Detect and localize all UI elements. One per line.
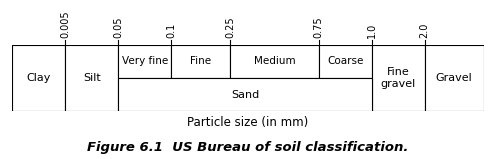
- Text: 0.75: 0.75: [313, 17, 324, 38]
- Text: Fine: Fine: [190, 56, 211, 66]
- Text: Silt: Silt: [83, 73, 101, 83]
- Bar: [372, 45, 425, 111]
- Bar: [65, 45, 119, 111]
- Bar: [425, 45, 484, 111]
- Bar: [172, 45, 230, 78]
- Bar: [318, 45, 372, 78]
- Text: 0.25: 0.25: [225, 17, 235, 38]
- Text: Medium: Medium: [253, 56, 295, 66]
- Bar: [230, 45, 318, 78]
- Bar: [119, 45, 172, 78]
- Bar: [119, 78, 372, 111]
- Text: 1.0: 1.0: [367, 23, 376, 38]
- Text: 0.005: 0.005: [61, 11, 70, 38]
- Text: 0.05: 0.05: [114, 17, 124, 38]
- Text: Sand: Sand: [231, 90, 259, 100]
- Text: Fine
gravel: Fine gravel: [380, 67, 416, 89]
- Bar: [12, 45, 65, 111]
- Text: 2.0: 2.0: [420, 23, 430, 38]
- Text: Gravel: Gravel: [436, 73, 473, 83]
- Text: Very fine: Very fine: [122, 56, 168, 66]
- Text: Coarse: Coarse: [327, 56, 364, 66]
- Text: 0.1: 0.1: [167, 23, 177, 38]
- Text: Figure 6.1  US Bureau of soil classification.: Figure 6.1 US Bureau of soil classificat…: [87, 141, 409, 154]
- Text: Particle size (in mm): Particle size (in mm): [187, 116, 309, 129]
- Text: Clay: Clay: [27, 73, 51, 83]
